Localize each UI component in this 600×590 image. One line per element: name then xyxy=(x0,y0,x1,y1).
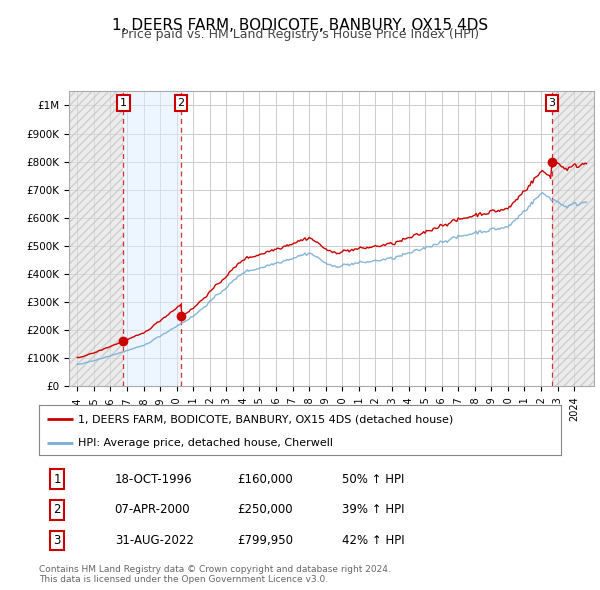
Text: £160,000: £160,000 xyxy=(238,473,293,486)
Text: 1: 1 xyxy=(53,473,61,486)
Text: £799,950: £799,950 xyxy=(238,534,293,547)
Text: 39% ↑ HPI: 39% ↑ HPI xyxy=(342,503,404,516)
Text: 1: 1 xyxy=(120,99,127,108)
Text: 50% ↑ HPI: 50% ↑ HPI xyxy=(342,473,404,486)
Text: 2: 2 xyxy=(53,503,61,516)
Text: £250,000: £250,000 xyxy=(238,503,293,516)
Text: 42% ↑ HPI: 42% ↑ HPI xyxy=(342,534,404,547)
Bar xyxy=(124,91,181,386)
Text: This data is licensed under the Open Government Licence v3.0.: This data is licensed under the Open Gov… xyxy=(39,575,328,584)
Text: 1, DEERS FARM, BODICOTE, BANBURY, OX15 4DS (detached house): 1, DEERS FARM, BODICOTE, BANBURY, OX15 4… xyxy=(78,414,454,424)
Text: 18-OCT-1996: 18-OCT-1996 xyxy=(115,473,193,486)
Text: 2: 2 xyxy=(178,99,185,108)
Text: Contains HM Land Registry data © Crown copyright and database right 2024.: Contains HM Land Registry data © Crown c… xyxy=(39,565,391,574)
Text: 07-APR-2000: 07-APR-2000 xyxy=(115,503,190,516)
Bar xyxy=(69,91,124,386)
Text: 3: 3 xyxy=(548,99,556,108)
Text: 31-AUG-2022: 31-AUG-2022 xyxy=(115,534,194,547)
Text: HPI: Average price, detached house, Cherwell: HPI: Average price, detached house, Cher… xyxy=(78,438,333,448)
Bar xyxy=(552,91,594,386)
Text: Price paid vs. HM Land Registry's House Price Index (HPI): Price paid vs. HM Land Registry's House … xyxy=(121,28,479,41)
Text: 1, DEERS FARM, BODICOTE, BANBURY, OX15 4DS: 1, DEERS FARM, BODICOTE, BANBURY, OX15 4… xyxy=(112,18,488,32)
Text: 3: 3 xyxy=(53,534,61,547)
